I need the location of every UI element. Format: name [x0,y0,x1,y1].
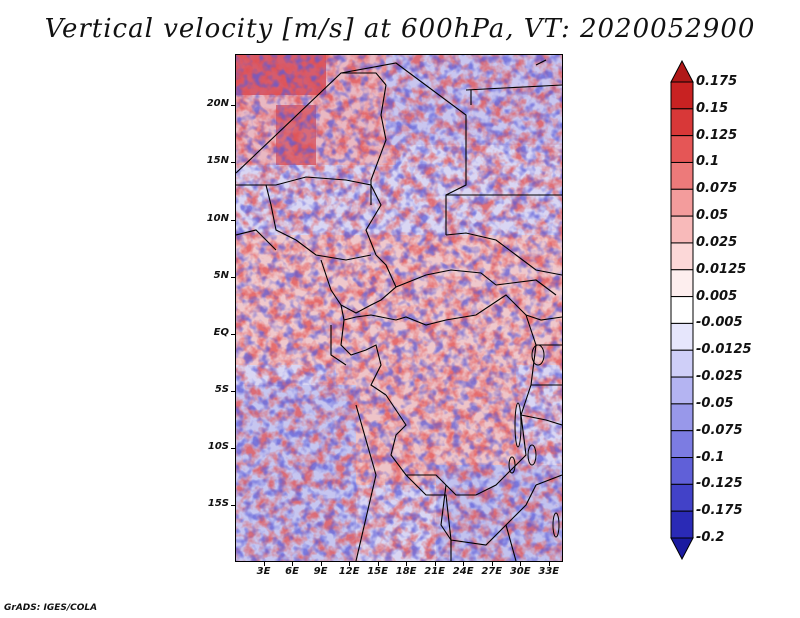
lon-tick-label: 9E [313,566,328,577]
lon-tick-label: 21E [424,566,446,577]
lon-tick-label: 30E [509,566,531,577]
lon-tick [406,562,408,566]
colorbar-bin [670,322,694,351]
colorbar-bin [670,135,694,163]
colorbar-bin [670,349,694,378]
lat-tick-label: 5S [214,383,229,395]
footer-credit: GrADS: IGES/COLA [4,603,98,613]
lat-tick-label: 10N [206,212,229,224]
colorbar-bin [670,376,694,405]
lon-tick-label: 24E [452,566,474,577]
lat-tick [231,504,235,506]
colorbar-label: 0.075 [696,181,738,197]
colorbar-label: -0.025 [696,369,743,385]
lon-tick-label: 6E [285,566,299,577]
colorbar-bin [670,215,694,244]
colorbar-bin [670,403,694,432]
lon-tick-label: 15E [367,566,388,577]
colorbar-label: -0.2 [696,530,725,545]
colorbar-bottom-arrow [670,537,694,560]
colorbar-label: -0.175 [696,503,743,519]
colorbar-label: 0.125 [696,127,738,143]
colorbar-label: 0.15 [696,100,729,116]
lon-tick [349,562,351,566]
lat-tick-label: EQ [213,326,229,338]
lat-tick [231,390,235,392]
colorbar-label: 0.175 [696,74,738,89]
colorbar-label: -0.075 [696,422,743,438]
colorbar-bin [670,457,694,485]
lon-tick-label: 18E [395,566,417,577]
lon-tick-label: 12E [338,566,360,577]
colorbar-label: -0.005 [696,315,743,331]
colorbar-bin [670,296,694,324]
map-panel [235,54,563,562]
lat-tick [231,447,235,449]
colorbar-label: -0.1 [696,449,725,465]
colorbar-bin [670,483,694,512]
colorbar-bin [670,81,694,110]
lat-tick-label: 20N [206,98,229,110]
lon-tick [463,562,465,566]
colorbar-label: 0.005 [696,288,738,304]
colorbar-bin [670,269,694,298]
colorbar-label: -0.05 [696,395,734,411]
lat-tick-label: 10S [207,440,229,452]
colorbar-bin [670,161,694,190]
velocity-speckle-negative [236,55,562,561]
colorbar-bin [670,430,694,459]
lon-tick-label: 33E [538,566,560,577]
colorbar-bin [670,510,694,539]
lat-tick [231,333,235,335]
colorbar-label: -0.125 [696,476,743,492]
lat-tick-label: 15N [206,155,229,167]
lon-tick-label: 27E [481,566,503,577]
lon-tick [548,562,550,566]
colorbar-bin [670,242,694,271]
colorbar-label: -0.0125 [696,342,752,358]
lon-tick [320,562,322,566]
colorbar-bin [670,188,694,217]
lon-tick [292,562,294,566]
lon-tick [491,562,493,566]
lon-tick [263,562,265,566]
lat-tick-label: 15S [207,497,229,509]
country-borders [236,59,562,561]
colorbar-top-arrow [670,60,694,83]
lat-tick [231,219,235,221]
lat-tick [231,276,235,278]
lat-tick-label: 5N [213,269,229,281]
colorbar-label: 0.0125 [696,261,747,277]
lon-tick-label: 3E [256,566,271,577]
chart-title: Vertical velocity [m/s] at 600hPa, VT: 2… [44,14,756,44]
lon-tick [520,562,522,566]
lakes [508,344,560,538]
colorbar-bin [670,108,694,137]
lon-tick [377,562,379,566]
colorbar-label: 0.1 [696,154,720,170]
lat-tick [231,105,235,107]
colorbar-label: 0.05 [696,208,729,224]
lon-tick [434,562,436,566]
lat-tick [231,162,235,164]
colorbar-label: 0.025 [696,234,738,250]
